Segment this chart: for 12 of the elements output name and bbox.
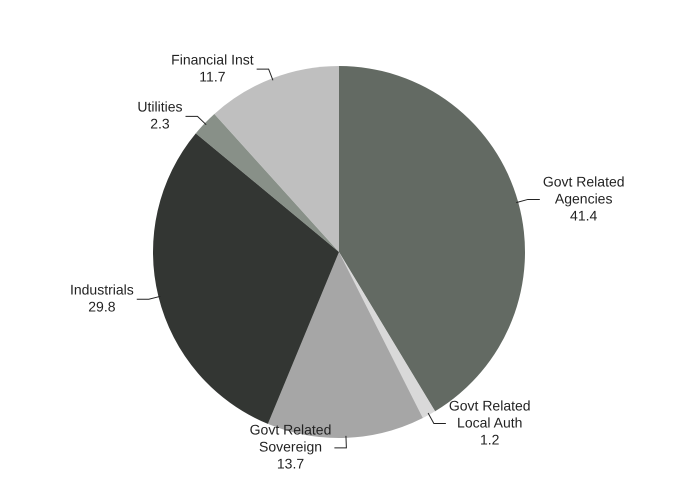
slice-label: Govt Related Agencies (542, 173, 625, 206)
slice-label: Financial Inst (171, 51, 254, 68)
data-label: 29.8 (88, 298, 116, 315)
slice-label: Govt Related Local Auth (448, 397, 531, 430)
slice-label: Utilities (137, 98, 183, 115)
slice-label: Industrials (70, 282, 134, 298)
data-label: 41.4 (570, 207, 598, 224)
data-label: 1.2 (480, 431, 500, 448)
data-label: 13.7 (276, 456, 304, 472)
data-label: 2.3 (150, 116, 170, 132)
data-label: 11.7 (199, 68, 226, 84)
slice-label: Govt Related Sovereign (250, 422, 332, 455)
